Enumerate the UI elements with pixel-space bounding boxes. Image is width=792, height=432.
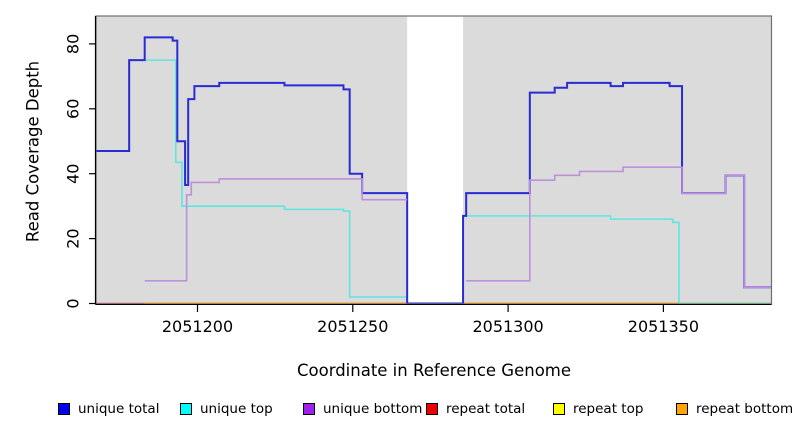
legend-swatch-repeat-bottom [676, 403, 688, 415]
legend-item-unique-total: unique total [58, 399, 159, 419]
legend-swatch-repeat-top [553, 403, 565, 415]
legend-item-unique-bottom: unique bottom [303, 399, 422, 419]
no-data-region [407, 16, 464, 304]
x-axis-title: Coordinate in Reference Genome [296, 361, 572, 380]
x-tick-label: 2051350 [628, 317, 699, 336]
legend-label: repeat total [446, 401, 526, 417]
legend-item-unique-top: unique top [180, 399, 273, 419]
y-tick-label: 40 [64, 164, 83, 184]
x-tick-label: 2051300 [472, 317, 543, 336]
legend-label: repeat top [573, 401, 644, 417]
legend-item-repeat-top: repeat top [553, 399, 643, 419]
legend-label: unique total [78, 401, 160, 417]
legend-label: unique bottom [323, 401, 423, 417]
legend-swatch-unique-top [180, 403, 192, 415]
series-line-unique-bottom [144, 178, 408, 282]
legend-swatch-repeat-total [426, 403, 438, 415]
legend-label: unique top [200, 401, 273, 417]
series-line-unique-top [463, 215, 772, 304]
legend: unique total unique top unique bottom repea… [0, 399, 792, 421]
y-tick-label: 0 [64, 298, 83, 308]
legend-label: repeat bottom [696, 401, 792, 417]
series-line-unique-bottom [466, 166, 772, 289]
series-line-unique-total [96, 36, 772, 304]
legend-item-repeat-total: repeat total [426, 399, 525, 419]
legend-item-repeat-bottom: repeat bottom [676, 399, 792, 419]
y-tick-label: 60 [64, 99, 83, 119]
x-tick-label: 2051200 [162, 317, 233, 336]
legend-swatch-unique-bottom [303, 403, 315, 415]
y-tick-label: 20 [64, 228, 83, 248]
y-tick-label: 80 [64, 34, 83, 54]
y-axis-title: Read Coverage Depth [23, 60, 43, 243]
legend-swatch-unique-total [58, 403, 70, 415]
x-tick-label: 2051250 [317, 317, 388, 336]
